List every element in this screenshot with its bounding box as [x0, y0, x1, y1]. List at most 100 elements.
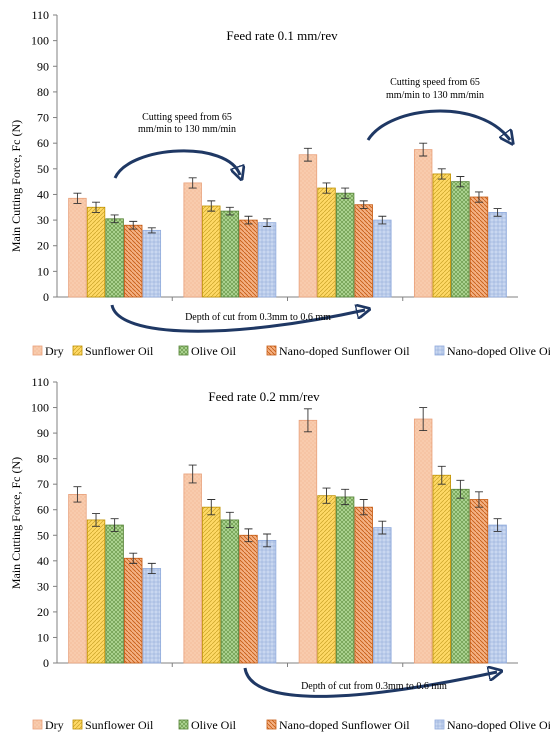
bars	[68, 407, 507, 664]
error-bar	[244, 528, 253, 543]
bar-olive-oil	[451, 181, 470, 298]
y-tick-label: 110	[31, 375, 49, 389]
bar-dry	[298, 419, 318, 664]
legend-swatch-dry	[32, 719, 43, 730]
bar-sunflower-oil	[432, 173, 451, 298]
bar-dry	[413, 418, 433, 664]
annotation-text: mm/min to 130 mm/min	[138, 124, 236, 135]
y-tick-label: 80	[37, 452, 49, 466]
bar-nano-doped-sunflower-oil	[354, 204, 373, 298]
error-bar	[456, 176, 465, 188]
axes: 0 10 20 30 40 50 60 70 80 90 100 110	[31, 8, 518, 304]
error-bar	[341, 488, 350, 506]
annotation-text: mm/min to 130 mm/min	[386, 90, 484, 101]
bar-olive-oil	[335, 496, 355, 664]
bar-sunflower-oil	[86, 206, 106, 298]
bar-dry	[68, 197, 87, 298]
error-bar	[303, 408, 312, 433]
error-bar	[110, 214, 119, 224]
bar-nano-doped-olive-oil	[373, 219, 392, 298]
error-bar	[92, 201, 101, 213]
y-tick-label: 10	[37, 630, 49, 644]
error-bar	[129, 552, 138, 564]
y-tick-label: 110	[31, 8, 49, 22]
error-bar	[92, 513, 101, 527]
error-bar	[419, 407, 428, 431]
error-bar	[341, 187, 350, 199]
error-bar	[378, 215, 387, 225]
bar-sunflower-oil	[317, 495, 336, 664]
chart-title: Feed rate 0.1 mm/rev	[226, 28, 338, 43]
annotation-text: Cutting speed from 65	[390, 77, 480, 88]
bar-nano-doped-sunflower-oil	[239, 219, 258, 298]
y-tick-label: 30	[37, 579, 49, 593]
bar-nano-doped-sunflower-oil	[124, 557, 143, 664]
depth-of-cut-arrow	[243, 668, 497, 698]
bar-nano-doped-olive-oil	[257, 539, 277, 664]
y-axis-label: Main Cutting Force, Fc (N)	[9, 457, 23, 589]
legend-swatch-olive-oil	[178, 345, 189, 356]
legend-label: Sunflower Oil	[85, 718, 154, 732]
error-bar	[378, 520, 387, 535]
bar-dry	[183, 182, 202, 298]
y-tick-label: 70	[37, 111, 49, 125]
bar-nano-doped-sunflower-oil	[469, 196, 489, 298]
y-tick-label: 50	[37, 162, 49, 176]
bar-sunflower-oil	[202, 506, 221, 664]
y-tick-label: 0	[43, 290, 49, 304]
chart-title: Feed rate 0.2 mm/rev	[208, 389, 320, 404]
y-tick-label: 30	[37, 213, 49, 227]
error-bar	[437, 168, 446, 180]
depth-of-cut-arrow	[110, 305, 365, 333]
error-bar	[359, 200, 368, 210]
error-bar	[129, 220, 138, 230]
bar-olive-oil	[335, 192, 355, 298]
y-tick-label: 20	[37, 239, 49, 253]
y-tick-label: 40	[37, 187, 49, 201]
error-bar	[322, 487, 331, 504]
y-axis-label: Main Cutting Force, Fc (N)	[9, 120, 23, 252]
error-bar	[225, 206, 234, 216]
error-bar	[207, 200, 216, 212]
bar-nano-doped-sunflower-oil	[239, 534, 258, 664]
legend: Dry Sunflower Oil Olive Oil Nano-doped Sunf…	[32, 718, 550, 732]
legend-swatch-nano-doped-sunflower-oil	[266, 345, 277, 356]
bar-olive-oil	[105, 218, 124, 298]
legend-label: Dry	[45, 344, 64, 358]
legend-swatch-sunflower-oil	[72, 719, 83, 730]
legend-label: Olive Oil	[191, 718, 237, 732]
bar-nano-doped-sunflower-oil	[354, 506, 373, 664]
error-bar	[474, 491, 483, 508]
bar-dry	[298, 154, 318, 298]
bar-nano-doped-olive-oil	[488, 211, 507, 298]
bar-sunflower-oil	[86, 519, 106, 664]
y-tick-label: 90	[37, 426, 49, 440]
error-bar	[147, 562, 156, 575]
legend: Dry Sunflower Oil Olive Oil Nano-doped Sunf…	[32, 344, 550, 358]
error-bar	[437, 465, 446, 485]
y-tick-label: 80	[37, 85, 49, 99]
legend-label: Nano-doped Olive Oil	[447, 344, 550, 358]
bars	[68, 142, 507, 298]
annotation-text: Cutting speed from 65	[142, 112, 232, 123]
error-bar	[419, 142, 428, 157]
error-bar	[207, 499, 216, 516]
legend-swatch-sunflower-oil	[72, 345, 83, 356]
bar-nano-doped-sunflower-oil	[469, 499, 489, 664]
y-tick-label: 100	[31, 401, 49, 415]
error-bar	[456, 479, 465, 499]
y-tick-label: 50	[37, 528, 49, 542]
bar-olive-oil	[220, 519, 240, 664]
error-bar	[225, 511, 234, 529]
y-tick-label: 60	[37, 136, 49, 150]
y-tick-label: 20	[37, 605, 49, 619]
annotation-text: Depth of cut from 0.3mm to 0.6 mm	[301, 681, 447, 692]
error-bar	[73, 192, 82, 204]
error-bar	[474, 191, 483, 203]
error-bar	[188, 177, 197, 189]
bar-sunflower-oil	[202, 205, 221, 298]
bar-olive-oil	[220, 210, 240, 298]
bar-nano-doped-olive-oil	[488, 524, 507, 664]
y-tick-label: 60	[37, 503, 49, 517]
